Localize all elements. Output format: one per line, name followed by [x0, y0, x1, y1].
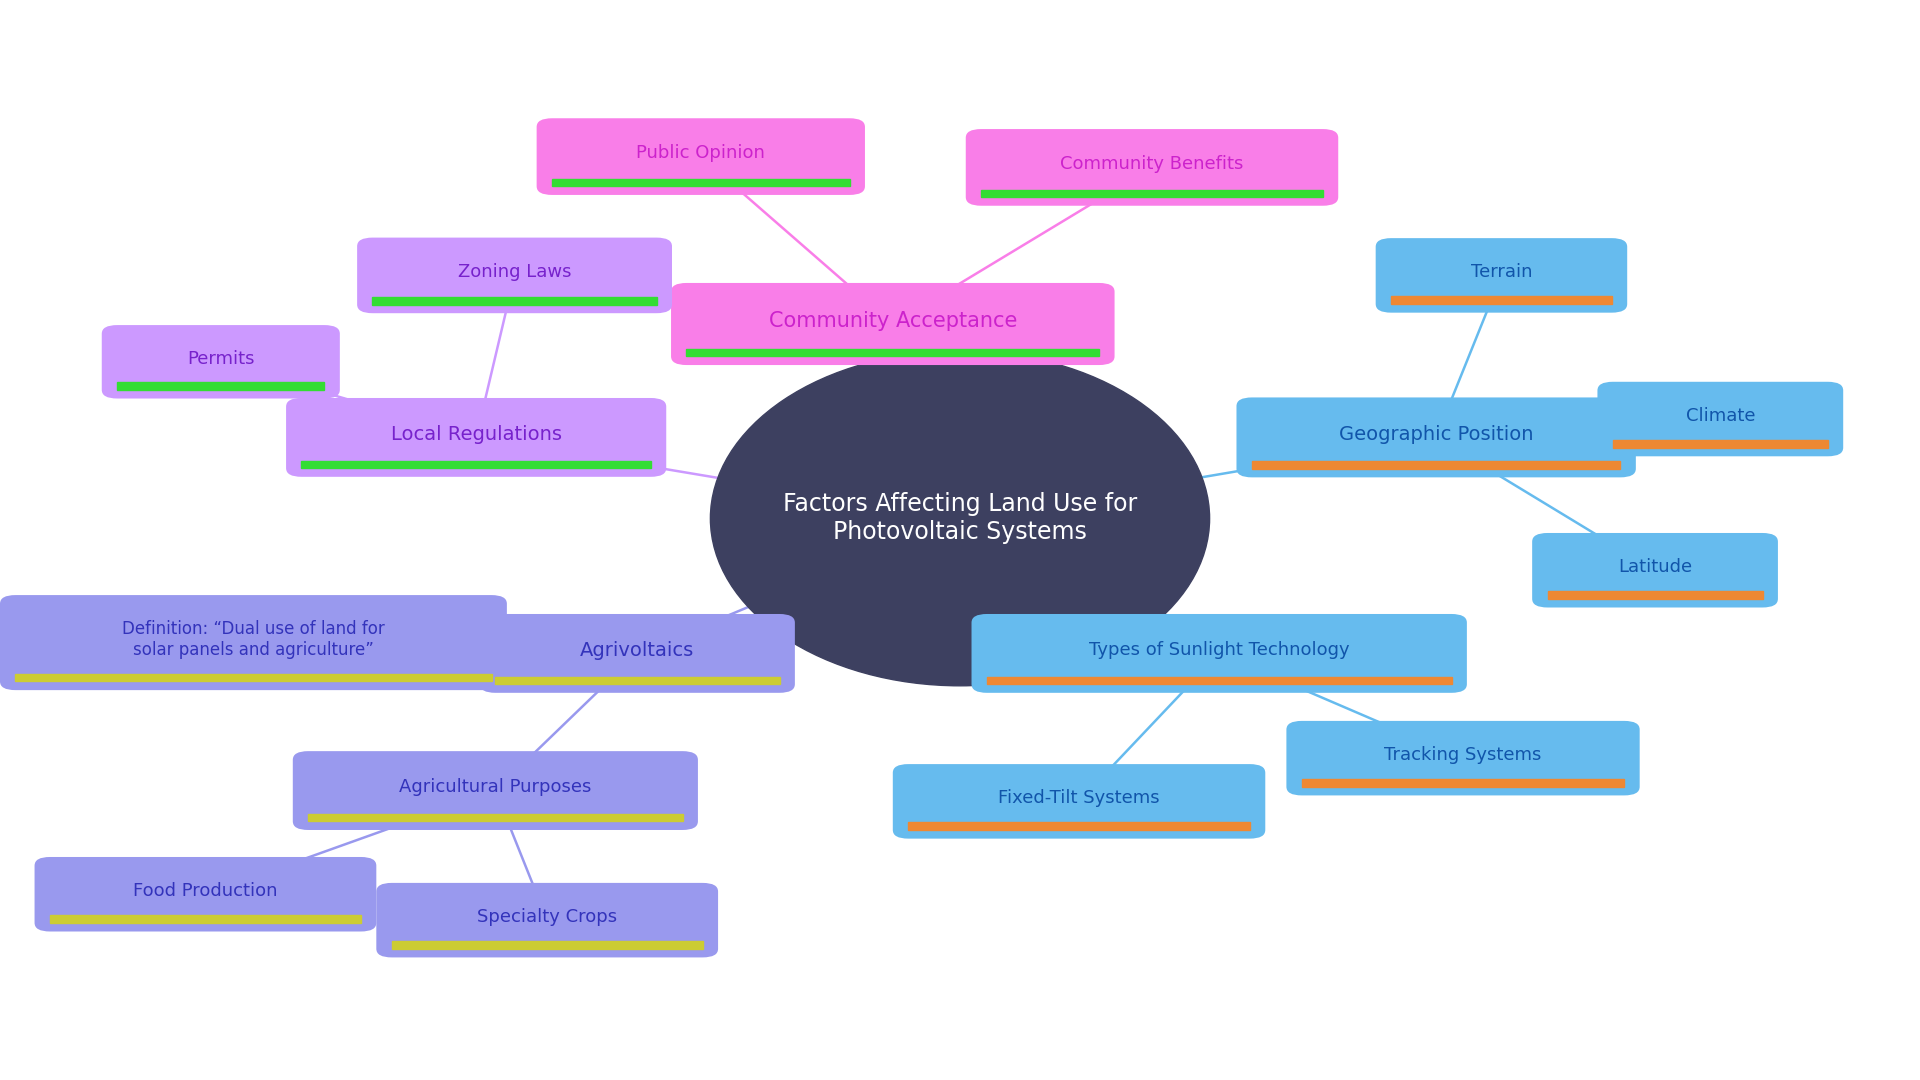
- Ellipse shape: [710, 351, 1210, 686]
- Text: Climate: Climate: [1686, 407, 1755, 424]
- Text: Factors Affecting Land Use for
Photovoltaic Systems: Factors Affecting Land Use for Photovolt…: [783, 492, 1137, 544]
- Bar: [981, 190, 1323, 197]
- FancyBboxPatch shape: [966, 129, 1338, 205]
- Text: Zoning Laws: Zoning Laws: [457, 264, 572, 281]
- FancyBboxPatch shape: [376, 883, 718, 958]
- Bar: [307, 814, 684, 821]
- FancyBboxPatch shape: [672, 283, 1114, 365]
- FancyBboxPatch shape: [102, 325, 340, 399]
- FancyBboxPatch shape: [0, 595, 507, 690]
- Bar: [301, 460, 651, 468]
- Bar: [987, 676, 1452, 685]
- Bar: [1390, 296, 1611, 305]
- Text: Geographic Position: Geographic Position: [1338, 424, 1534, 444]
- Text: Types of Sunlight Technology: Types of Sunlight Technology: [1089, 642, 1350, 659]
- Bar: [687, 349, 1098, 356]
- FancyBboxPatch shape: [480, 613, 795, 693]
- Text: Agricultural Purposes: Agricultural Purposes: [399, 779, 591, 796]
- Text: Definition: “Dual use of land for
solar panels and agriculture”: Definition: “Dual use of land for solar …: [123, 620, 384, 659]
- Text: Public Opinion: Public Opinion: [636, 145, 766, 162]
- Bar: [908, 823, 1250, 829]
- Bar: [15, 674, 492, 681]
- Bar: [50, 916, 361, 922]
- Text: Specialty Crops: Specialty Crops: [478, 908, 616, 926]
- Text: Agrivoltaics: Agrivoltaics: [580, 640, 695, 660]
- Text: Community Acceptance: Community Acceptance: [768, 311, 1018, 330]
- Text: Permits: Permits: [186, 350, 255, 367]
- Bar: [1613, 440, 1828, 447]
- FancyBboxPatch shape: [1286, 721, 1640, 795]
- Bar: [1302, 780, 1624, 786]
- FancyBboxPatch shape: [893, 765, 1265, 838]
- Bar: [117, 382, 324, 390]
- Bar: [372, 297, 657, 305]
- Bar: [495, 676, 780, 685]
- FancyBboxPatch shape: [1597, 381, 1843, 456]
- Text: Tracking Systems: Tracking Systems: [1384, 746, 1542, 764]
- Text: Food Production: Food Production: [132, 882, 278, 900]
- FancyBboxPatch shape: [1532, 534, 1778, 607]
- Bar: [392, 941, 703, 949]
- FancyBboxPatch shape: [357, 238, 672, 313]
- FancyBboxPatch shape: [286, 397, 666, 477]
- FancyBboxPatch shape: [1236, 397, 1636, 477]
- Text: Community Benefits: Community Benefits: [1060, 156, 1244, 173]
- Bar: [1252, 461, 1620, 469]
- Text: Latitude: Latitude: [1619, 558, 1692, 576]
- Bar: [1548, 592, 1763, 598]
- Bar: [553, 178, 849, 186]
- FancyBboxPatch shape: [972, 613, 1467, 693]
- Text: Local Regulations: Local Regulations: [390, 424, 563, 444]
- FancyBboxPatch shape: [1375, 238, 1628, 313]
- FancyBboxPatch shape: [35, 858, 376, 931]
- Text: Terrain: Terrain: [1471, 264, 1532, 281]
- FancyBboxPatch shape: [292, 752, 699, 829]
- Text: Fixed-Tilt Systems: Fixed-Tilt Systems: [998, 789, 1160, 807]
- FancyBboxPatch shape: [536, 118, 864, 194]
